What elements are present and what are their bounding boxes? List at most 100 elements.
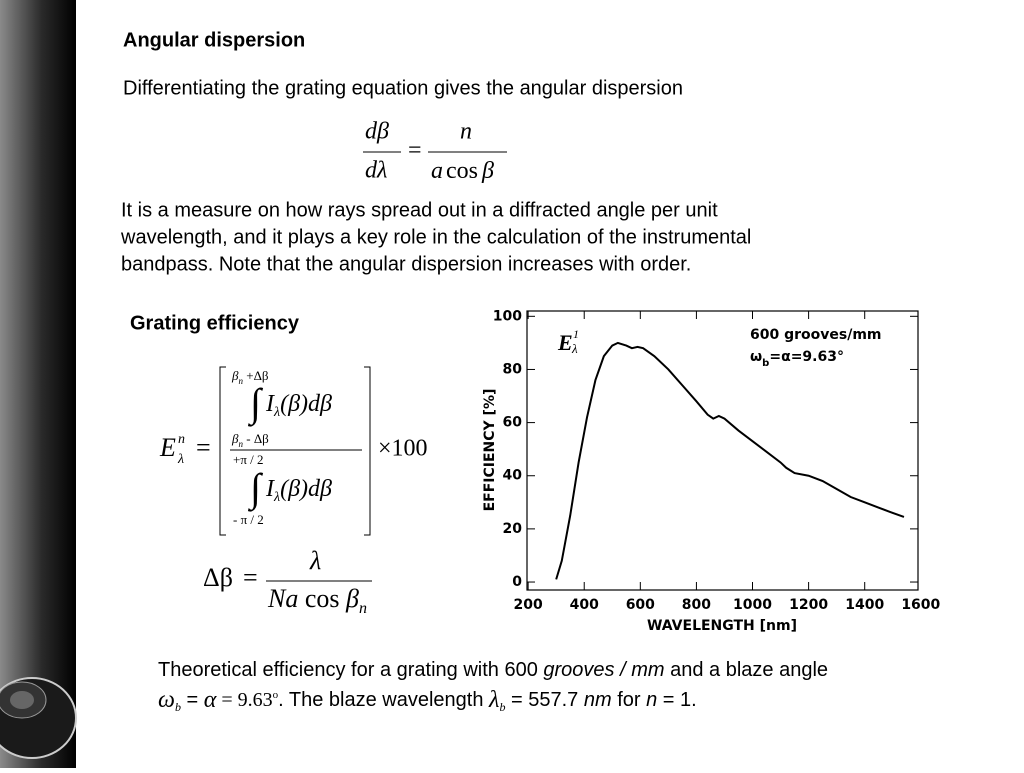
- paragraph-line: wavelength, and it plays a key role in t…: [120, 226, 751, 248]
- x-tick-label: 1200: [789, 597, 828, 613]
- caption-text: = 9.63: [216, 689, 272, 711]
- integral-sign: ∫: [247, 465, 264, 512]
- eq-var: Na: [267, 584, 298, 613]
- eq-sub: n: [359, 600, 367, 617]
- x-tick-label: 200: [514, 597, 543, 613]
- eq-term: a cos β: [431, 158, 494, 184]
- eq-limit: +π / 2: [233, 452, 264, 467]
- chart-annotation-sup: 1: [573, 327, 579, 341]
- chart-label-sub: b: [762, 358, 769, 369]
- x-tick-label: 1400: [845, 597, 884, 613]
- integral-sign: ∫: [247, 380, 264, 427]
- y-tick-label: 100: [493, 308, 522, 324]
- x-tick-label: 400: [570, 597, 599, 613]
- eq-var: (β)dβ: [280, 391, 332, 417]
- chart-annotation: E: [557, 330, 573, 355]
- x-tick-label: 1600: [901, 597, 940, 613]
- eq-equals: =: [196, 433, 211, 462]
- y-tick-label: 80: [503, 361, 523, 377]
- caption-italic: grooves / mm: [543, 659, 664, 681]
- x-tick-label: 1000: [733, 597, 772, 613]
- y-tick-label: 0: [512, 574, 522, 590]
- caption-text: = 557.7: [505, 689, 583, 711]
- caption-text: and a blaze angle: [665, 659, 828, 681]
- eq-sub: n: [238, 439, 243, 449]
- eq-term: λ: [309, 546, 321, 575]
- eq-var: I: [265, 476, 275, 502]
- eq-term: n: [460, 119, 472, 145]
- integrand: Iλ(β)dβ: [265, 391, 332, 420]
- integrand: Iλ(β)dβ: [265, 476, 332, 505]
- heading: Angular dispersion: [123, 29, 305, 51]
- eq-limit-rest: - Δβ: [243, 431, 269, 446]
- eq-limit: βn +Δβ: [231, 368, 269, 386]
- eq-var: I: [265, 391, 275, 417]
- caption-text: . The blaze wavelength: [278, 689, 489, 711]
- caption-sub: b: [175, 700, 181, 714]
- x-tick-label: 800: [682, 597, 711, 613]
- eq-term: Δβ: [203, 563, 233, 592]
- lens-image: [0, 677, 77, 759]
- y-tick-label: 20: [503, 521, 523, 537]
- intro-text: Differentiating the grating equation giv…: [123, 77, 683, 99]
- eq-var: β: [231, 368, 239, 383]
- caption-symbol: λ: [488, 687, 499, 713]
- eq-term: dλ: [365, 158, 387, 184]
- eq-sub: λ: [273, 490, 280, 505]
- chart-label-part: ω: [750, 349, 762, 365]
- eq-limit-rest: +Δβ: [243, 368, 269, 383]
- caption-symbol: ω: [158, 687, 175, 713]
- chart-label-part: =α=9.63°: [769, 349, 844, 365]
- eq-var: β: [345, 584, 359, 613]
- eq-sub: n: [238, 376, 243, 386]
- bracket: [219, 366, 371, 536]
- eq-limit: - π / 2: [233, 512, 264, 527]
- caption-italic: nm: [584, 689, 612, 711]
- eq-term: dβ: [365, 119, 389, 145]
- y-axis-label: EFFICIENCY [%]: [482, 389, 498, 512]
- caption-sub: b: [499, 700, 505, 714]
- eq-func: cos: [446, 158, 478, 184]
- chart-label: ωb=α=9.63°: [750, 349, 844, 369]
- eq-term: E: [159, 433, 176, 462]
- caption-text: = 1.: [657, 689, 696, 711]
- efficiency-chart: E 1 λ 600 grooves/mm ωb=α=9.63° WAVELENG…: [482, 308, 941, 634]
- plot-frame: [526, 310, 919, 591]
- caption-text: =: [181, 689, 204, 711]
- equation-3: Δβ = λ Na cos βn: [203, 546, 372, 617]
- eq-var: β: [481, 158, 494, 184]
- caption-text: for: [612, 689, 646, 711]
- caption-line: Theoretical efficiency for a grating wit…: [158, 659, 828, 681]
- eq-equals: =: [243, 563, 258, 592]
- eq-term: Na cos βn: [267, 584, 367, 617]
- eq-var: (β)dβ: [280, 476, 332, 502]
- caption-sup: o: [273, 689, 279, 701]
- eq-limit: βn - Δβ: [231, 431, 269, 449]
- eq-sub: λ: [273, 405, 280, 420]
- caption-italic: n: [646, 689, 657, 711]
- eq-equals: =: [408, 138, 422, 164]
- caption-symbol: α: [204, 687, 217, 713]
- chart-annotation-sub: λ: [571, 341, 578, 356]
- eq-var: β: [231, 431, 239, 446]
- chart-label: 600 grooves/mm: [750, 327, 882, 343]
- caption-text: Theoretical efficiency for a grating wit…: [158, 659, 543, 681]
- eq-factor: ×100: [378, 436, 428, 462]
- caption-line: ωb = α = 9.63o. The blaze wavelength λb …: [158, 687, 697, 714]
- eq-sub: λ: [177, 452, 184, 467]
- x-axis-label: WAVELENGTH [nm]: [647, 618, 797, 634]
- paragraph-line: bandpass. Note that the angular dispersi…: [121, 253, 691, 275]
- eq-sup: n: [178, 432, 185, 447]
- heading: Grating efficiency: [130, 312, 300, 334]
- side-strip: [0, 0, 76, 768]
- paragraph-line: It is a measure on how rays spread out i…: [121, 199, 718, 221]
- y-tick-label: 60: [503, 415, 523, 431]
- y-tick-label: 40: [503, 468, 523, 484]
- efficiency-curve: [555, 341, 905, 580]
- eq-var: a: [431, 158, 443, 184]
- eq-func: cos: [298, 584, 346, 613]
- equation-1: dβ dλ = n a cos β: [363, 119, 507, 184]
- x-tick-label: 600: [626, 597, 655, 613]
